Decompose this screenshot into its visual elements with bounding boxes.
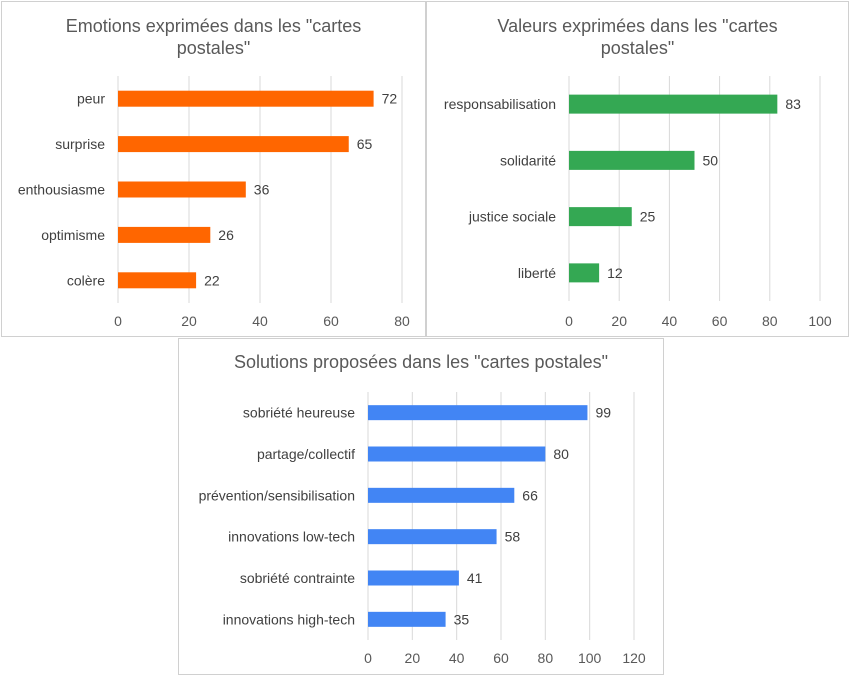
emotions-data-label: 65: [357, 136, 373, 152]
solutions-x-tick-label: 80: [538, 650, 554, 666]
values-x-tick-label: 100: [808, 313, 832, 329]
solutions-bar: [368, 405, 588, 421]
solutions-bar: [368, 529, 497, 545]
values-x-tick-label: 40: [662, 313, 678, 329]
emotions-bar: [118, 181, 246, 198]
solutions-x-tick-label: 120: [622, 650, 646, 666]
emotions-chart-title-line-1: Emotions exprimées dans les "cartes: [65, 16, 362, 36]
solutions-x-tick-label: 0: [364, 650, 372, 666]
solutions-category-label: sobriété heureuse: [243, 405, 355, 421]
solutions-data-label: 66: [522, 487, 538, 503]
values-x-tick-label: 80: [762, 313, 778, 329]
values-bar: [569, 207, 632, 227]
solutions-chart-title-line-1: Solutions proposées dans les "cartes pos…: [234, 352, 608, 372]
emotions-bar: [118, 226, 211, 243]
emotions-bar: [118, 90, 374, 107]
emotions-category-label: surprise: [55, 136, 105, 152]
emotions-category-label: peur: [77, 91, 105, 107]
values-data-label: 25: [640, 209, 656, 225]
emotions-data-label: 36: [254, 182, 270, 198]
emotions-bar-chart: 0 20 40 60 80 peur 72 surprise 65 enthousiasme 36 o…: [18, 76, 410, 329]
emotions-x-tick-label: 40: [252, 313, 268, 329]
emotions-x-tick-label: 20: [181, 313, 197, 329]
solutions-data-label: 99: [595, 405, 611, 421]
solutions-data-label: 80: [553, 446, 569, 462]
solutions-data-label: 41: [467, 570, 483, 586]
solutions-x-tick-label: 60: [493, 650, 509, 666]
emotions-bar: [118, 136, 349, 153]
values-bar: [569, 94, 778, 114]
values-category-label: justice sociale: [468, 209, 556, 225]
values-bar-chart: 0 20 40 60 80 100 responsabilisation 83 solidari…: [444, 76, 832, 329]
solutions-category-label: innovations high-tech: [223, 611, 355, 627]
values-chart-panel: Valeurs exprimées dans les "cartes posta…: [426, 1, 849, 337]
values-chart-title-line-1: Valeurs exprimées dans les "cartes: [497, 16, 778, 36]
values-category-label: responsabilisation: [444, 96, 556, 112]
solutions-category-label: prévention/sensibilisation: [199, 487, 355, 503]
values-bar: [569, 150, 695, 170]
solutions-data-label: 58: [505, 529, 521, 545]
solutions-bar-chart: 0 20 40 60 80 100 120 sobriété heureuse 99 partag…: [199, 392, 646, 666]
solutions-category-label: innovations low-tech: [228, 529, 355, 545]
emotions-x-tick-label: 0: [114, 313, 122, 329]
solutions-category-label: partage/collectif: [257, 446, 355, 462]
emotions-chart-title-line-2: postales": [176, 38, 251, 58]
solutions-bar: [368, 570, 459, 586]
values-category-label: solidarité: [500, 152, 556, 168]
emotions-data-label: 26: [218, 227, 234, 243]
solutions-x-tick-label: 20: [405, 650, 421, 666]
solutions-bar: [368, 487, 515, 503]
solutions-chart-title: Solutions proposées dans les "cartes pos…: [179, 351, 663, 373]
values-category-label: liberté: [518, 265, 556, 281]
solutions-chart-panel: Solutions proposées dans les "cartes pos…: [178, 338, 664, 675]
values-chart-title: Valeurs exprimées dans les "cartes posta…: [427, 15, 848, 59]
values-chart-title-line-2: postales": [600, 38, 675, 58]
values-data-label: 12: [607, 265, 623, 281]
values-bar: [569, 263, 600, 283]
emotions-category-label: enthousiasme: [18, 182, 105, 198]
emotions-x-tick-label: 60: [323, 313, 339, 329]
solutions-category-label: sobriété contrainte: [240, 570, 355, 586]
solutions-bar: [368, 611, 446, 627]
emotions-x-tick-label: 80: [394, 313, 410, 329]
values-x-tick-label: 0: [565, 313, 573, 329]
values-data-label: 50: [703, 152, 719, 168]
values-x-tick-label: 60: [712, 313, 728, 329]
emotions-category-label: colère: [67, 272, 105, 288]
solutions-x-tick-label: 100: [578, 650, 602, 666]
solutions-bar: [368, 446, 546, 462]
solutions-data-label: 35: [454, 611, 470, 627]
values-data-label: 83: [785, 96, 801, 112]
emotions-chart-panel: Emotions exprimées dans les "cartes post…: [1, 1, 426, 337]
emotions-category-label: optimisme: [41, 227, 105, 243]
emotions-chart-title: Emotions exprimées dans les "cartes post…: [2, 15, 425, 59]
emotions-data-label: 72: [382, 91, 398, 107]
emotions-data-label: 22: [204, 272, 220, 288]
emotions-bar: [118, 272, 197, 289]
values-x-tick-label: 20: [611, 313, 627, 329]
solutions-x-tick-label: 40: [449, 650, 465, 666]
